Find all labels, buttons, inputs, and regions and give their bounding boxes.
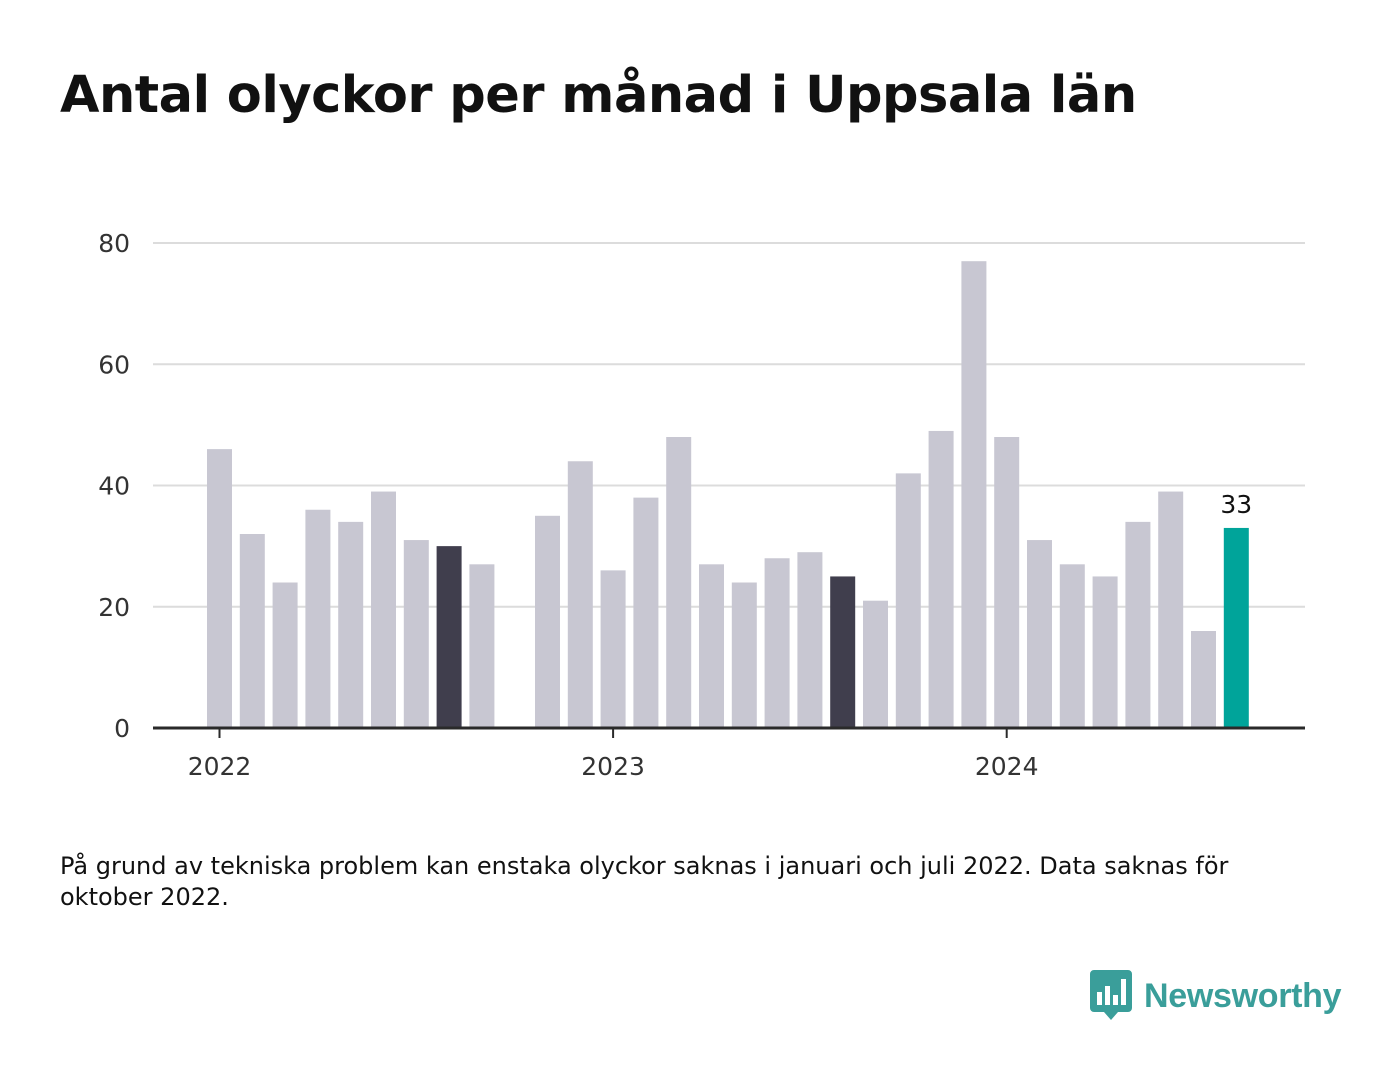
bar-2023-04	[699, 564, 724, 728]
bar-2023-08	[830, 576, 856, 728]
bar-2023-12	[961, 261, 987, 728]
bar-2022-02	[239, 534, 265, 728]
x-tick-label: 2024	[975, 752, 1039, 781]
bar-2022-06	[371, 491, 396, 728]
x-tick-label: 2023	[581, 752, 645, 781]
bar-chart: 0 20 40 60 80 2022 2023 2024 33	[98, 229, 1305, 781]
bar-2023-11	[928, 430, 954, 728]
footnote: På grund av tekniska problem kan enstaka…	[60, 852, 1229, 911]
bar-2024-01	[994, 437, 1020, 728]
bar-2024-08	[1223, 527, 1249, 728]
bar-2023-10	[895, 473, 921, 728]
bar-2024-04	[1092, 576, 1118, 728]
bar-2022-04	[305, 509, 331, 728]
bar-2024-07	[1191, 631, 1216, 728]
bar-2023-01	[600, 570, 626, 728]
y-axis-ticks: 0 20 40 60 80	[98, 229, 130, 743]
brand-logo: Newsworthy	[1090, 970, 1342, 1022]
bar-2022-03	[272, 582, 298, 728]
bar-2022-11	[535, 515, 560, 728]
bar-2023-06	[764, 558, 790, 728]
bar-2023-07	[797, 552, 823, 728]
bar-2024-03	[1059, 564, 1085, 728]
x-tick-label: 2022	[188, 752, 252, 781]
bar-2022-12	[567, 461, 593, 728]
bar-2023-03	[666, 437, 692, 728]
bar-2022-05	[338, 521, 364, 728]
y-tick-label: 60	[98, 350, 130, 379]
bar-2023-05	[731, 582, 757, 728]
bar-2024-02	[1027, 540, 1052, 728]
bar-2024-05	[1125, 521, 1151, 728]
data-labels: 33	[1218, 488, 1254, 521]
chart-title: Antal olyckor per månad i Uppsala län	[60, 66, 1137, 125]
bars	[207, 261, 1249, 728]
bar-2022-09	[469, 564, 495, 728]
y-tick-label: 40	[98, 472, 130, 501]
x-axis-ticks: 2022 2023 2024	[188, 728, 1039, 781]
y-tick-label: 0	[114, 714, 130, 743]
brand-name: Newsworthy	[1144, 976, 1342, 1015]
y-tick-label: 20	[98, 593, 130, 622]
bar-2022-01	[207, 449, 232, 728]
bar-2023-02	[633, 497, 659, 728]
bar-2022-08	[436, 546, 462, 728]
bar-2023-09	[863, 600, 888, 728]
data-label: 33	[1220, 490, 1252, 519]
bar-chart-speech-bubble-icon	[1090, 970, 1132, 1020]
bar-2022-07	[403, 540, 429, 728]
y-tick-label: 80	[98, 229, 130, 258]
bar-2024-06	[1158, 491, 1184, 728]
